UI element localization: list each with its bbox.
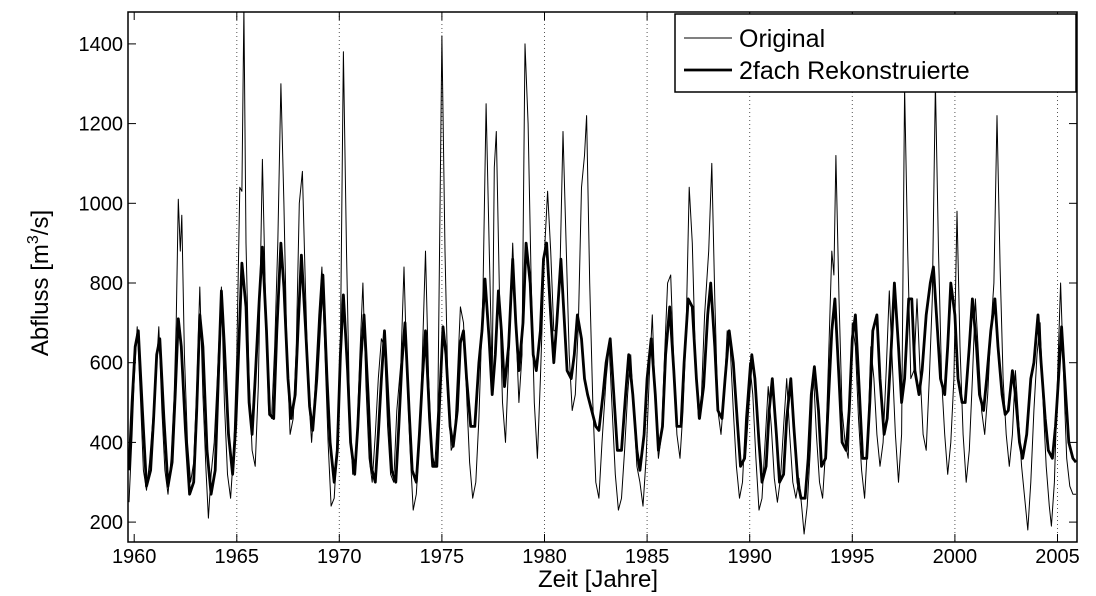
series-line-reconstructed xyxy=(128,241,1077,500)
y-tick-label: 1400 xyxy=(79,34,124,56)
x-tick-label: 1995 xyxy=(830,546,875,568)
x-tick-label: 2000 xyxy=(933,546,978,568)
x-tick-label: 1980 xyxy=(522,546,567,568)
plot-frame xyxy=(127,11,1078,543)
y-tick-label: 600 xyxy=(90,353,123,375)
legend: Original 2fach Rekonstruierte xyxy=(674,13,1077,93)
x-tick-label: 1975 xyxy=(420,546,465,568)
vertical-grid-lines xyxy=(236,12,1058,542)
y-tick-label: 1200 xyxy=(79,114,124,136)
y-tick-label: 800 xyxy=(90,273,123,295)
legend-box xyxy=(674,13,1077,93)
series-line-original xyxy=(128,12,1076,535)
y-tick-label: 1000 xyxy=(79,193,124,215)
x-tick-label: 1990 xyxy=(727,546,772,568)
legend-label-original: Original xyxy=(739,25,825,53)
x-tick-label: 1965 xyxy=(215,546,260,568)
y-axis-label: Abfluss [m3/s] xyxy=(25,210,54,356)
series-lines xyxy=(128,12,1077,535)
x-tick-label: 2005 xyxy=(1035,546,1080,568)
y-tick-label: 200 xyxy=(90,512,123,534)
x-axis-label: Zeit [Jahre] xyxy=(538,566,658,593)
x-tick-label: 1970 xyxy=(317,546,362,568)
y-tick-label: 400 xyxy=(90,432,123,454)
x-tick-label: 1960 xyxy=(112,546,157,568)
x-tick-label: 1985 xyxy=(625,546,670,568)
axis-ticks: 1960 1965 1970 1975 1980 1985 1990 1995 2000 2005… xyxy=(79,12,1080,568)
legend-label-reconstructed: 2fach Rekonstruierte xyxy=(739,57,970,85)
